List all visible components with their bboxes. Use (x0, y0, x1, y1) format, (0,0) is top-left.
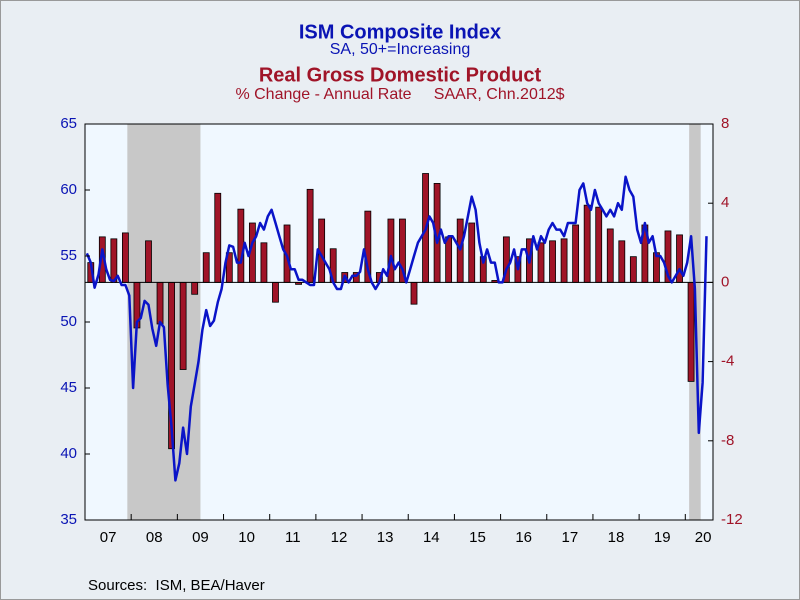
bar (629, 256, 637, 283)
y2-tick-label: -4 (721, 353, 734, 370)
y2-tick-label: -12 (721, 511, 743, 528)
y2-tick-label: -8 (721, 432, 734, 449)
bar (595, 206, 603, 283)
bar (410, 281, 418, 305)
x-tick-label: 16 (515, 529, 532, 546)
x-tick-label: 14 (423, 529, 440, 546)
x-tick-label: 09 (192, 529, 209, 546)
y-tick-label: 60 (60, 181, 77, 198)
line (85, 175, 708, 482)
bar (445, 236, 453, 283)
subtitle: SA, 50+=Increasing (330, 41, 471, 58)
x-tick-label: 13 (377, 529, 394, 546)
bar (156, 281, 164, 325)
bar (456, 218, 464, 283)
bar (549, 240, 556, 283)
x-tick-label: 15 (469, 529, 486, 546)
bar (191, 281, 199, 295)
x-tick-label: 20 (695, 529, 712, 546)
title: Real Gross Domestic Product (259, 64, 542, 86)
subtitle: % Change - Annual Rate SAAR, Chn.2012$ (235, 86, 564, 103)
bar (145, 240, 152, 283)
bar (560, 238, 568, 283)
x-tick-label: 10 (238, 529, 255, 546)
bar (606, 228, 614, 283)
y2-tick-label: 8 (721, 115, 729, 132)
x-tick-label: 08 (146, 529, 163, 546)
x-tick-label: 18 (608, 529, 625, 546)
bar (572, 224, 580, 283)
x-tick-label: 17 (562, 529, 579, 546)
y-tick-label: 50 (60, 313, 77, 330)
title: ISM Composite Index (299, 21, 501, 43)
x-tick-label: 12 (331, 529, 348, 546)
y-tick-label: 35 (60, 511, 77, 528)
bar (618, 240, 626, 283)
y-tick-label: 40 (60, 445, 77, 462)
bar (687, 281, 695, 382)
bar (179, 281, 187, 370)
bar (214, 192, 222, 283)
bar (110, 238, 118, 283)
bar (583, 204, 591, 283)
bar (468, 222, 476, 283)
bar (272, 281, 279, 303)
bar (306, 188, 314, 283)
bar (260, 242, 268, 283)
bar (122, 232, 129, 283)
y-tick-label: 55 (60, 247, 77, 264)
y-tick-label: 65 (60, 115, 77, 132)
y2-tick-label: 4 (721, 194, 729, 211)
y2-tick-label: 0 (721, 273, 729, 290)
source: Sources: ISM, BEA/Haver (88, 577, 265, 594)
x-tick-label: 07 (100, 529, 117, 546)
y-tick-label: 45 (60, 379, 77, 396)
bar (202, 252, 210, 283)
bar (537, 242, 545, 283)
x-tick-label: 11 (285, 529, 301, 546)
x-tick-label: 19 (654, 529, 671, 546)
